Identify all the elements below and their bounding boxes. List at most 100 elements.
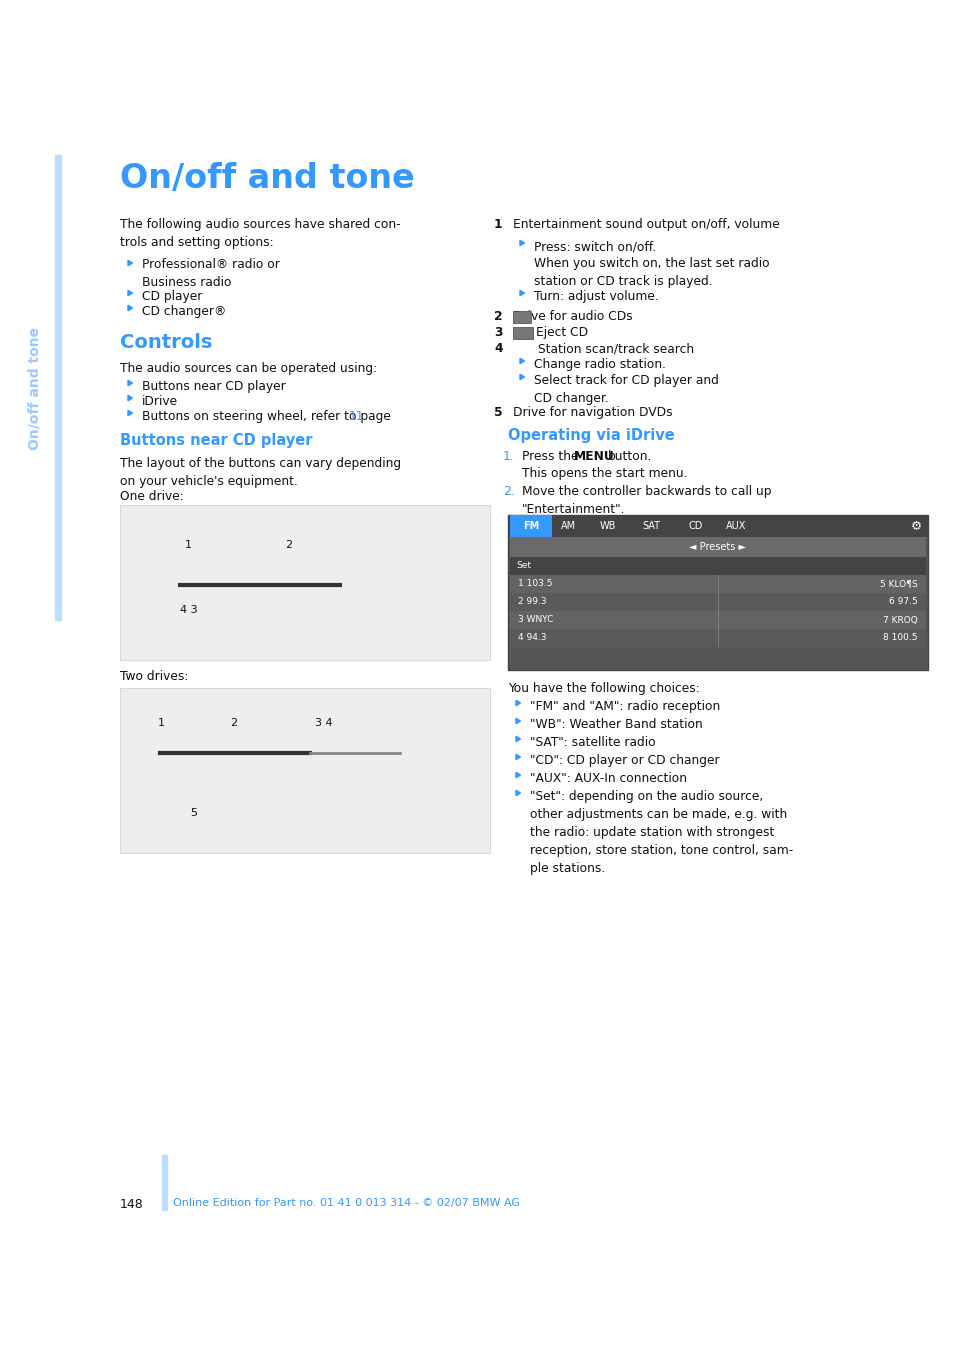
Text: AUX: AUX <box>725 521 745 531</box>
Text: Select track for CD player and
CD changer.: Select track for CD player and CD change… <box>534 374 719 405</box>
Polygon shape <box>516 736 520 742</box>
Text: 2 99.3: 2 99.3 <box>517 597 546 607</box>
Text: "FM" and "AM": radio reception: "FM" and "AM": radio reception <box>530 700 720 713</box>
Text: The audio sources can be operated using:: The audio sources can be operated using: <box>120 362 376 376</box>
Text: Turn: adjust volume.: Turn: adjust volume. <box>534 290 659 303</box>
Text: Station scan/track search: Station scan/track search <box>537 342 694 355</box>
Text: 11: 11 <box>349 409 364 423</box>
Text: 4 3: 4 3 <box>180 605 197 615</box>
Text: 1 103.5: 1 103.5 <box>517 580 552 589</box>
Bar <box>507 515 927 670</box>
Text: Buttons near CD player: Buttons near CD player <box>142 380 286 393</box>
Text: 1: 1 <box>494 218 502 231</box>
Text: 1.: 1. <box>502 450 514 463</box>
Text: Eject CD: Eject CD <box>536 326 587 339</box>
Text: Move the controller backwards to call up
"Entertainment".: Move the controller backwards to call up… <box>521 485 771 516</box>
Text: 148: 148 <box>120 1198 144 1210</box>
Text: iDrive: iDrive <box>142 394 178 408</box>
Text: Controls: Controls <box>120 332 213 353</box>
Bar <box>507 515 927 536</box>
Text: MENU: MENU <box>574 450 614 463</box>
Text: WB: WB <box>599 521 616 531</box>
Bar <box>162 1155 167 1210</box>
Text: CD changer®: CD changer® <box>142 305 226 317</box>
Text: You have the following choices:: You have the following choices: <box>507 682 699 694</box>
Text: 1: 1 <box>158 717 165 728</box>
Text: Professional® radio or
Business radio: Professional® radio or Business radio <box>142 258 279 289</box>
Text: 6 97.5: 6 97.5 <box>888 597 917 607</box>
Text: The following audio sources have shared con-
trols and setting options:: The following audio sources have shared … <box>120 218 400 249</box>
Bar <box>513 327 533 339</box>
Text: 1: 1 <box>185 540 192 550</box>
Text: This opens the start menu.: This opens the start menu. <box>521 467 687 480</box>
Text: CD: CD <box>688 521 702 531</box>
Text: FM: FM <box>522 521 538 531</box>
Bar <box>510 515 552 536</box>
Polygon shape <box>516 790 520 796</box>
Text: "AUX": AUX-In connection: "AUX": AUX-In connection <box>530 771 686 785</box>
Text: AM: AM <box>559 521 575 531</box>
Text: 4 94.3: 4 94.3 <box>517 634 546 643</box>
Polygon shape <box>128 380 132 386</box>
Bar <box>510 576 925 593</box>
Text: ◄ Presets ►: ◄ Presets ► <box>689 542 745 553</box>
Text: 7 KROQ: 7 KROQ <box>882 616 917 624</box>
Text: 2: 2 <box>230 717 237 728</box>
Text: 5: 5 <box>494 407 502 419</box>
Text: One drive:: One drive: <box>120 490 184 503</box>
Bar <box>510 536 925 557</box>
Text: 8 100.5: 8 100.5 <box>882 634 917 643</box>
Text: 3 4: 3 4 <box>314 717 333 728</box>
Polygon shape <box>128 396 132 401</box>
Text: On/off and tone: On/off and tone <box>28 327 42 450</box>
Text: 3: 3 <box>494 326 502 339</box>
Polygon shape <box>128 261 132 266</box>
Polygon shape <box>519 240 524 246</box>
Polygon shape <box>516 754 520 759</box>
Bar <box>120 688 490 852</box>
Text: Press the: Press the <box>521 450 581 463</box>
Bar <box>55 155 61 620</box>
Bar <box>120 505 490 661</box>
Bar <box>510 611 925 630</box>
Polygon shape <box>128 290 132 296</box>
Text: 2: 2 <box>285 540 292 550</box>
Text: "Set": depending on the audio source,
other adjustments can be made, e.g. with
t: "Set": depending on the audio source, ot… <box>530 790 792 875</box>
Text: 2: 2 <box>494 309 502 323</box>
Text: SAT: SAT <box>641 521 659 531</box>
Text: button.: button. <box>607 450 652 463</box>
Bar <box>510 593 925 611</box>
Text: CD player: CD player <box>142 290 202 303</box>
Polygon shape <box>516 700 520 705</box>
Text: Buttons on steering wheel, refer to page: Buttons on steering wheel, refer to page <box>142 409 395 423</box>
Text: Drive for navigation DVDs: Drive for navigation DVDs <box>513 407 672 419</box>
Text: 3 WNYC: 3 WNYC <box>517 616 553 624</box>
Bar <box>510 557 925 576</box>
Polygon shape <box>516 773 520 778</box>
Text: "CD": CD player or CD changer: "CD": CD player or CD changer <box>530 754 719 767</box>
Polygon shape <box>519 290 524 296</box>
Text: Entertainment sound output on/off, volume: Entertainment sound output on/off, volum… <box>513 218 779 231</box>
Polygon shape <box>519 374 524 380</box>
Text: Change radio station.: Change radio station. <box>534 358 665 372</box>
Bar <box>510 630 925 647</box>
Text: The layout of the buttons can vary depending
on your vehicle's equipment.: The layout of the buttons can vary depen… <box>120 457 400 488</box>
Text: Operating via iDrive: Operating via iDrive <box>507 428 674 443</box>
Polygon shape <box>516 719 520 724</box>
Bar <box>513 311 531 323</box>
Text: 5 KLO¶S: 5 KLO¶S <box>880 580 917 589</box>
Text: Online Edition for Part no. 01 41 0 013 314 - © 02/07 BMW AG: Online Edition for Part no. 01 41 0 013 … <box>172 1198 519 1208</box>
Text: 2.: 2. <box>502 485 514 499</box>
Polygon shape <box>128 411 132 416</box>
Polygon shape <box>128 305 132 311</box>
Text: 4: 4 <box>494 342 502 355</box>
Text: "WB": Weather Band station: "WB": Weather Band station <box>530 717 702 731</box>
Text: Buttons near CD player: Buttons near CD player <box>120 434 313 449</box>
Polygon shape <box>519 358 524 363</box>
Text: "SAT": satellite radio: "SAT": satellite radio <box>530 736 655 748</box>
Text: Drive for audio CDs: Drive for audio CDs <box>513 309 632 323</box>
Text: On/off and tone: On/off and tone <box>120 162 415 195</box>
Text: Two drives:: Two drives: <box>120 670 188 684</box>
Text: ⚙: ⚙ <box>909 520 921 532</box>
Text: When you switch on, the last set radio
station or CD track is played.: When you switch on, the last set radio s… <box>534 257 769 288</box>
